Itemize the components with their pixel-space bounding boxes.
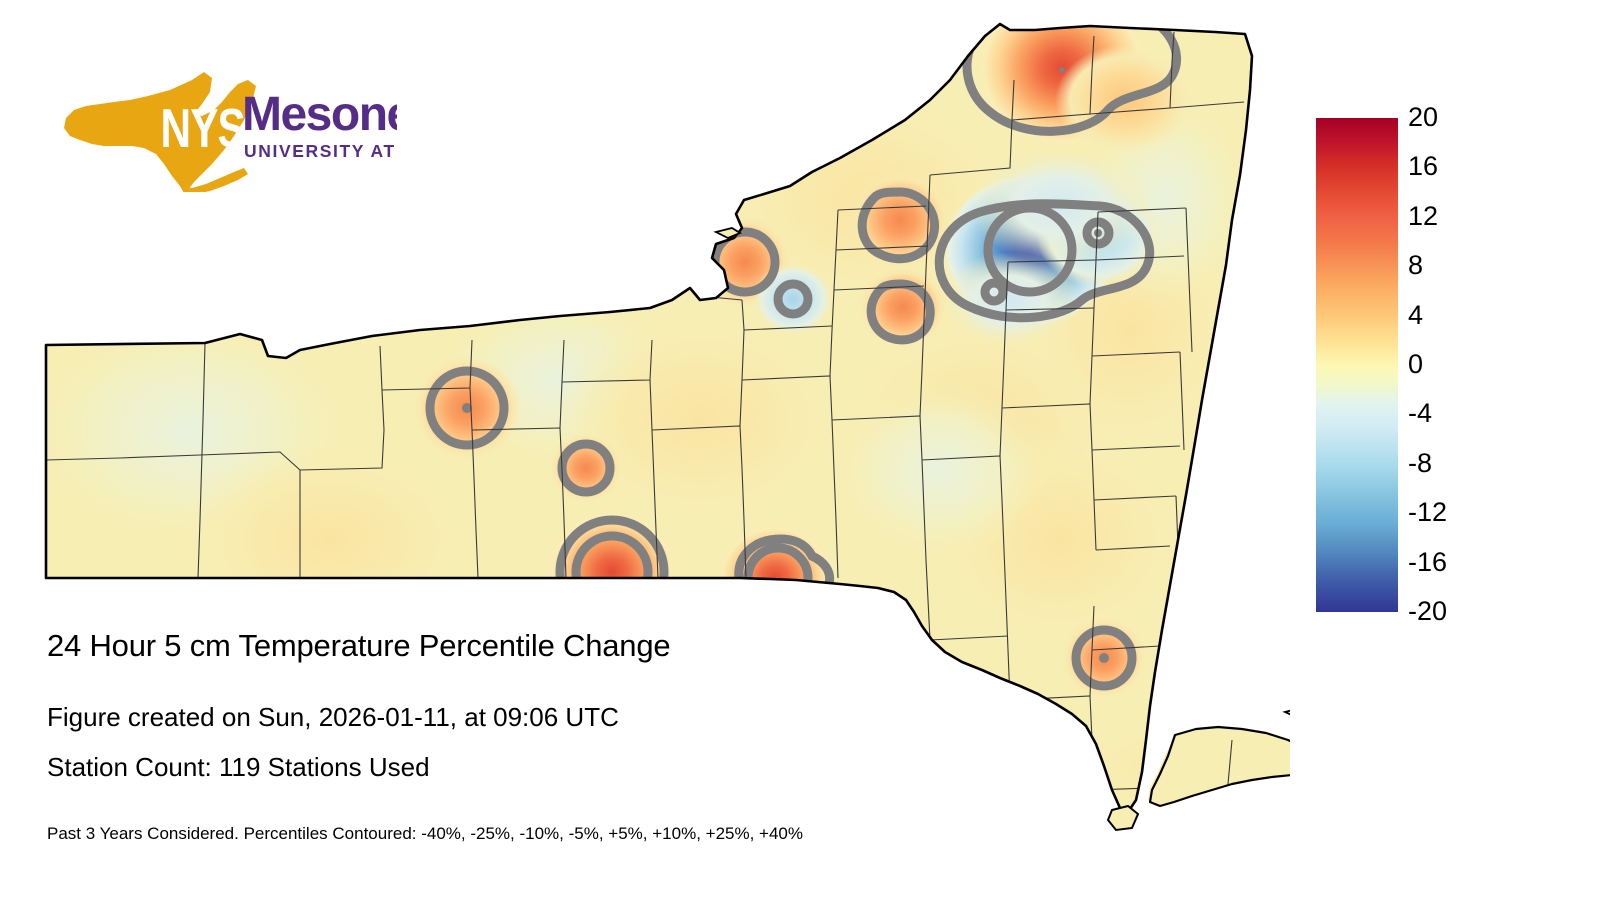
contour-lines [425, 24, 1182, 691]
contour-north-country [962, 24, 1182, 136]
county-borders [46, 31, 1245, 801]
logo-subtitle-text: UNIVERSITY AT ALBANY [244, 141, 397, 161]
map-panel [44, 22, 1290, 832]
page-title: 24 Hour 5 cm Temperature Percentile Chan… [47, 628, 671, 663]
colorbar-tick-neg12: -12 [1408, 497, 1448, 528]
contour-finger-lakes-west [425, 366, 509, 450]
feature-central-cool-small [753, 263, 833, 335]
colorbar-tick-0: 0 [1408, 349, 1424, 379]
state-outline [44, 22, 1254, 814]
colorbar-gradient [1316, 118, 1398, 612]
contour-adirondack-outer [934, 199, 1155, 323]
colorbar [1316, 118, 1398, 612]
station-count-text: Station Count: 119 Stations Used [47, 752, 430, 782]
station-markers [462, 67, 1109, 663]
contour-mohawk-north [857, 187, 940, 264]
footnote-text: Past 3 Years Considered. Percentiles Con… [47, 824, 803, 843]
colorbar-tick-20: 20 [1408, 102, 1439, 132]
logo-mesonet-text: Mesonet [242, 88, 397, 141]
nys-mesonet-logo: NYS Mesonet UNIVERSITY AT ALBANY [52, 62, 397, 192]
created-timestamp: Figure created on Sun, 2026-01-11, at 09… [47, 702, 619, 732]
contour-adirondack-tiny [980, 278, 1008, 306]
colorbar-tick-12: 12 [1408, 200, 1439, 231]
colorbar-tick-neg20: -20 [1408, 596, 1448, 626]
logo-nys-text: NYS [161, 99, 245, 159]
colorbar-tick-neg16: -16 [1408, 546, 1448, 577]
colorbar-tick-neg8: -8 [1408, 447, 1433, 478]
colorbar-tick-16: 16 [1408, 151, 1439, 182]
niagara-islet [713, 227, 742, 239]
colorbar-tick-8: 8 [1408, 250, 1424, 281]
contour-hudson-valley [1071, 625, 1137, 691]
long-island [1106, 709, 1290, 832]
contour-mohawk-south [866, 279, 935, 345]
new-york-state-map [44, 22, 1290, 832]
colorbar-tick-labels: 20 16 12 8 4 0 -4 -8 -12 -16 -20 [1408, 104, 1498, 628]
contour-adirondack-inner [983, 203, 1077, 297]
ny-state-logo-shape [64, 72, 256, 192]
colorbar-tick-4: 4 [1408, 299, 1424, 330]
contour-central-cool [773, 279, 813, 319]
colorbar-tick-neg4: -4 [1408, 398, 1433, 429]
